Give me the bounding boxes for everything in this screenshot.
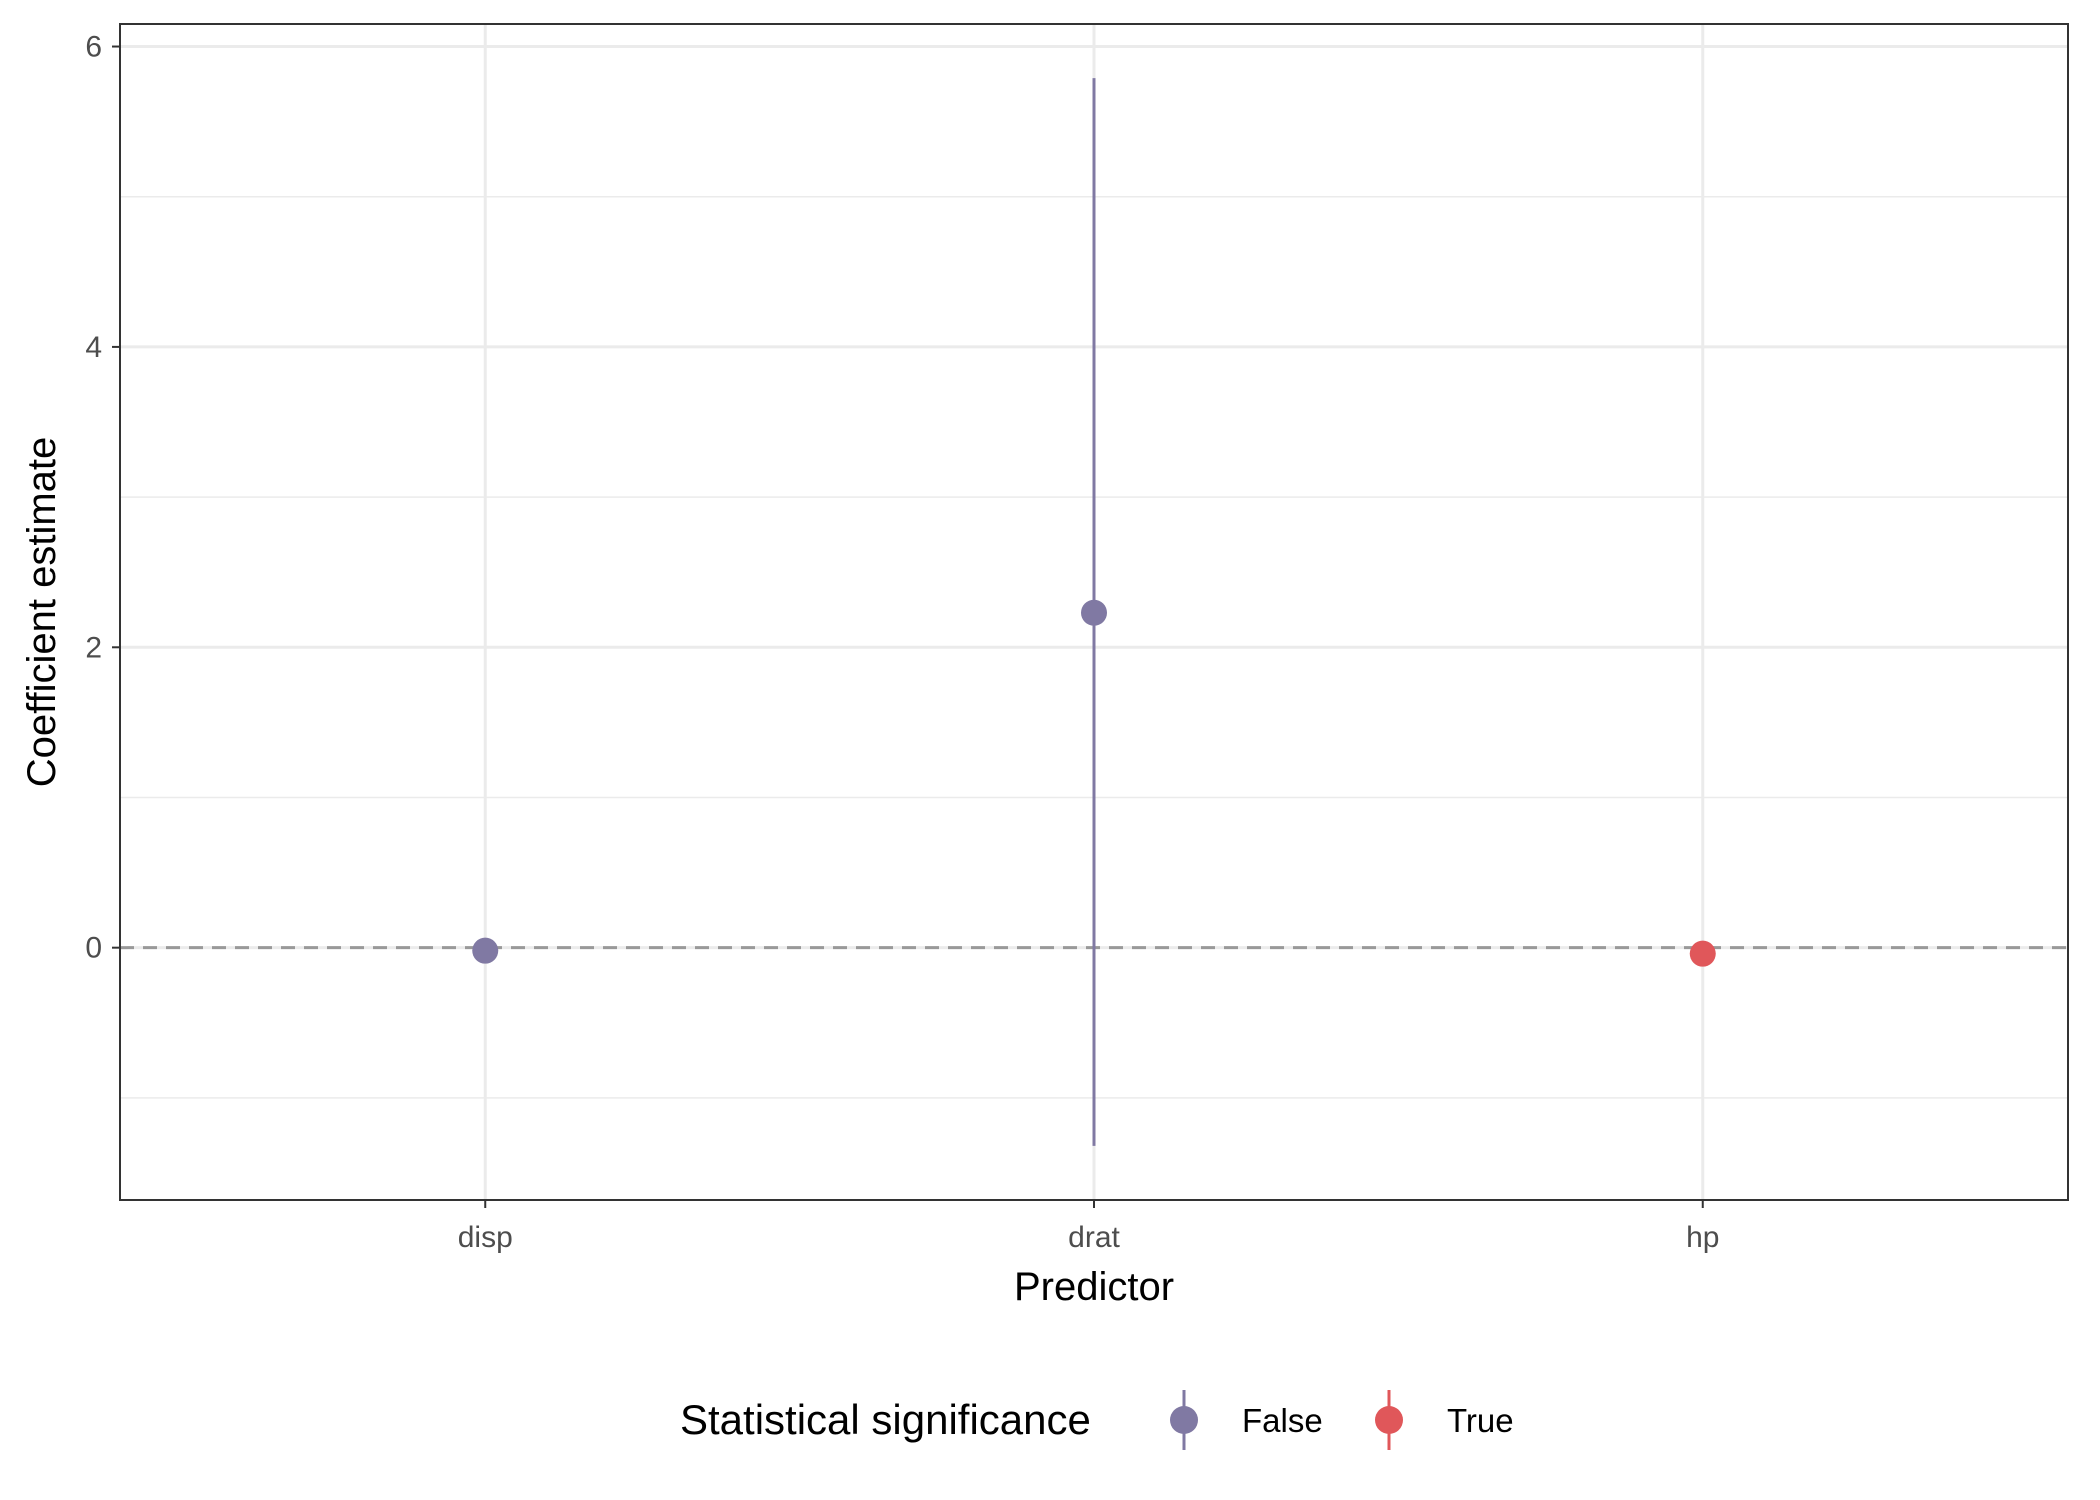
x-tick-label-hp: hp [1686, 1221, 1719, 1254]
y-axis: 0 2 4 6 [85, 31, 120, 965]
x-tick-label-drat: drat [1068, 1221, 1120, 1254]
y-tick-label: 0 [85, 932, 102, 965]
point-disp [472, 937, 499, 964]
x-tick-label-disp: disp [458, 1221, 513, 1254]
legend-label: False [1242, 1402, 1323, 1439]
point-range-disp [472, 937, 499, 964]
legend-key-point [1375, 1406, 1403, 1434]
legend-entries: False True [1170, 1390, 1514, 1450]
x-axis: disp drat hp [458, 1200, 1719, 1254]
y-tick-label: 2 [85, 631, 102, 664]
point-hp [1689, 940, 1716, 967]
point-range-drat [1081, 78, 1107, 1146]
legend-title: Statistical significance [680, 1396, 1091, 1443]
x-axis-title: Predictor [1014, 1265, 1174, 1309]
legend: Statistical significance False True [680, 1390, 1514, 1450]
legend-key-point [1170, 1406, 1198, 1434]
legend-entry-true: True [1375, 1390, 1514, 1450]
y-tick-label: 4 [85, 331, 102, 364]
legend-entry-false: False [1170, 1390, 1323, 1450]
point-range-hp [1689, 940, 1716, 967]
y-tick-label: 6 [85, 31, 102, 64]
y-axis-title: Coefficient estimate [20, 437, 64, 788]
legend-label: True [1447, 1402, 1514, 1439]
point-range-marks [472, 78, 1716, 1146]
point-drat [1081, 599, 1107, 626]
